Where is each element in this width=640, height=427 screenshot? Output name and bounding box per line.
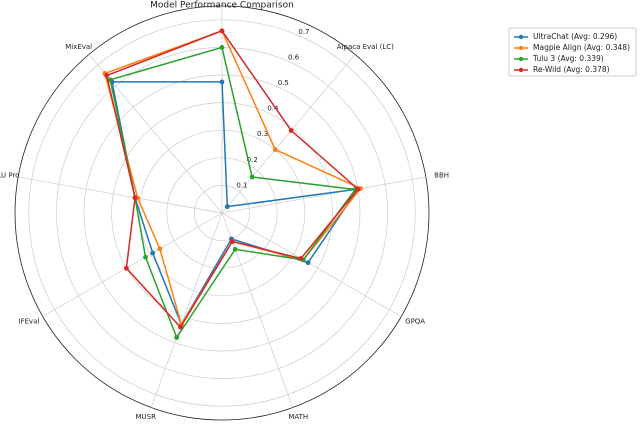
series-line: [111, 81, 360, 327]
series-line: [105, 29, 359, 329]
legend-label: Tulu 3 (Avg: 0.339): [532, 54, 604, 63]
point: [104, 73, 110, 78]
point: [224, 204, 230, 210]
point: [272, 147, 278, 152]
spoke: [18, 176, 223, 214]
point: [219, 28, 225, 34]
point: [298, 256, 304, 261]
point: [174, 335, 180, 340]
point: [219, 79, 225, 85]
point: [178, 324, 183, 330]
axis-label: MixEval: [65, 43, 92, 51]
legend-marker: [518, 45, 524, 51]
r-tick-label: 0.7: [298, 28, 309, 36]
axis-label: MMLU Pro: [0, 171, 19, 179]
legend-marker: [518, 34, 524, 40]
point: [150, 250, 156, 256]
spoke: [221, 212, 402, 317]
axis-label: IFEval: [18, 318, 39, 326]
point: [232, 246, 238, 252]
legend-marker: [518, 67, 524, 73]
point: [107, 77, 113, 83]
r-tick-label: 0.5: [278, 79, 289, 87]
r-tick-label: 0.2: [247, 156, 258, 164]
r-tick-label: 0.1: [236, 181, 247, 189]
spoke: [150, 212, 223, 408]
spoke: [221, 176, 426, 214]
axis-label: BBH: [434, 171, 449, 179]
spoke: [221, 54, 356, 214]
series-line: [104, 29, 362, 327]
point: [355, 186, 361, 192]
point: [219, 45, 225, 50]
point: [157, 246, 163, 252]
axis-label: Alpaca Eval (LC): [337, 43, 394, 51]
r-tick-label: 0.4: [267, 105, 279, 113]
point: [249, 174, 255, 180]
spoke: [221, 212, 294, 408]
legend-label: Re-Wild (Avg: 0.378): [533, 65, 610, 74]
r-tick-label: 0.6: [288, 53, 300, 61]
point: [132, 195, 138, 201]
axis-label: GPQA: [405, 318, 425, 326]
legend-box: [508, 27, 637, 77]
legend-marker: [518, 56, 524, 62]
point: [305, 260, 311, 266]
series-line: [109, 46, 357, 340]
r-tick-label: 0.3: [257, 130, 268, 138]
point: [229, 239, 235, 244]
legend-label: Magpie Align (Avg: 0.348): [533, 43, 630, 52]
axis-label: MUSR: [135, 413, 156, 421]
point: [123, 265, 129, 271]
chart-title: Model Performance Comparison: [150, 1, 294, 11]
point: [288, 128, 294, 133]
axis-label: MATH: [288, 413, 308, 421]
legend: UltraChat (Avg: 0.296) Magpie Align (Avg:…: [508, 27, 637, 77]
point: [143, 254, 148, 260]
legend-label: UltraChat (Avg: 0.296): [533, 32, 617, 41]
spoke: [42, 212, 223, 317]
